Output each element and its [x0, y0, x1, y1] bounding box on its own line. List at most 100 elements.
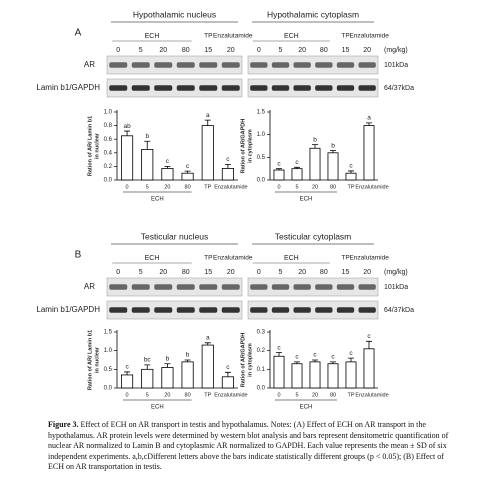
dose-label: 5	[279, 269, 283, 276]
blot-strip	[247, 55, 379, 75]
bar	[309, 361, 321, 389]
y-tick-label: 0.3	[257, 330, 266, 336]
blot-band	[271, 284, 290, 290]
blot-band	[109, 307, 128, 313]
row-label: Lamin b1/GAPDH	[36, 305, 100, 314]
error-bar	[366, 340, 372, 349]
significance-letter: a	[206, 335, 210, 342]
x-tick-label: 20	[312, 392, 318, 398]
blot-band	[221, 85, 240, 91]
significance-letter: c	[367, 333, 371, 340]
significance-letter: ab	[123, 123, 131, 130]
dose-label: 80	[182, 269, 190, 276]
significance-letter: b	[166, 355, 170, 362]
blot-strip	[247, 277, 379, 297]
blot-band	[358, 62, 376, 68]
blot-band	[336, 307, 355, 313]
error-bar	[348, 357, 354, 362]
y-tick-label: 1.0	[104, 110, 113, 116]
blot-band	[315, 62, 333, 68]
error-bar	[144, 364, 151, 370]
blot-band	[109, 62, 128, 68]
blot-band	[221, 62, 240, 68]
size-label: 64/37kDa	[384, 85, 414, 92]
dose-label: 20	[159, 269, 167, 276]
blot-band	[109, 284, 128, 290]
y-tick-label: 0.0	[257, 178, 266, 184]
y-tick-label: 0.4	[104, 150, 113, 156]
group-label: ECH	[300, 405, 313, 411]
y-tick-label: 0.0	[104, 386, 113, 392]
blot-band	[199, 284, 218, 290]
dose-label: 0	[116, 47, 120, 54]
significance-letter: c	[331, 354, 335, 361]
bar	[141, 368, 154, 389]
size-label: 101kDa	[384, 284, 408, 291]
blot-band	[293, 307, 311, 313]
unit-label: (mg/kg)	[384, 269, 408, 276]
blot-band	[154, 62, 173, 68]
dose-label: 20	[298, 269, 306, 276]
bar	[273, 169, 285, 181]
bar	[291, 363, 303, 389]
error-bar	[276, 168, 282, 171]
x-tick-label: 5	[295, 392, 298, 398]
y-axis-label: Ration of AR/ Lamin b1	[87, 116, 93, 176]
dose-label: 15	[342, 269, 350, 276]
blot-title: Testicular cytoplasm	[275, 231, 352, 241]
blot-band	[250, 284, 268, 290]
blot-title: Hypothalamic cytoplasm	[267, 9, 359, 19]
dose-label: 20	[363, 47, 371, 54]
blot-band	[221, 284, 240, 290]
y-axis-label: Ration of AR/ Lamin b1	[87, 330, 93, 390]
bar	[345, 172, 357, 181]
x-tick-label: 20	[164, 184, 170, 190]
blot-strip	[106, 55, 243, 75]
dose-label: 80	[320, 269, 328, 276]
group-label: ECH	[145, 33, 160, 40]
dose-label: 0	[116, 269, 120, 276]
y-tick-label: 1.0	[104, 348, 113, 354]
x-tick-label: 0	[126, 392, 129, 398]
bar	[161, 367, 174, 389]
x-tick-label: TP	[347, 184, 354, 190]
blot-band	[358, 307, 376, 313]
dose-label: 5	[139, 269, 143, 276]
y-tick-label: 0.1	[257, 367, 266, 373]
significance-letter: c	[295, 354, 299, 361]
blot-band	[250, 85, 268, 91]
blot-band	[250, 307, 268, 313]
y-tick-label: 1.5	[104, 330, 113, 336]
blot-band	[131, 62, 150, 68]
y-tick-label: 1.5	[257, 110, 266, 116]
blot-band	[131, 307, 150, 313]
blot-band	[199, 62, 218, 68]
error-bar	[224, 163, 231, 169]
x-tick-label: Enzalutamide	[214, 392, 247, 398]
error-bar	[366, 122, 372, 126]
treatment-label: Enzalutamide	[213, 33, 253, 40]
error-bar	[164, 363, 171, 368]
significance-letter: c	[166, 158, 170, 165]
blot-band	[199, 85, 218, 91]
dose-label: 80	[320, 47, 328, 54]
caption-label: Figure 3.	[48, 420, 79, 429]
blot-band	[315, 85, 333, 91]
y-tick-label: 0.5	[104, 367, 113, 373]
significance-letter: c	[349, 350, 353, 357]
bar	[221, 168, 234, 181]
x-tick-label: TP	[347, 392, 354, 398]
error-bar	[204, 342, 211, 346]
x-tick-label: 0	[277, 392, 280, 398]
x-tick-label: 80	[330, 392, 336, 398]
error-bar	[164, 166, 171, 169]
x-tick-label: 20	[164, 392, 170, 398]
treatment-label: TP	[341, 255, 349, 262]
error-bar	[204, 119, 211, 126]
error-bar	[294, 166, 300, 169]
bar	[221, 376, 234, 389]
blot-band	[176, 85, 195, 91]
x-tick-label: Enzalutamide	[214, 184, 247, 190]
blot-band	[315, 307, 333, 313]
